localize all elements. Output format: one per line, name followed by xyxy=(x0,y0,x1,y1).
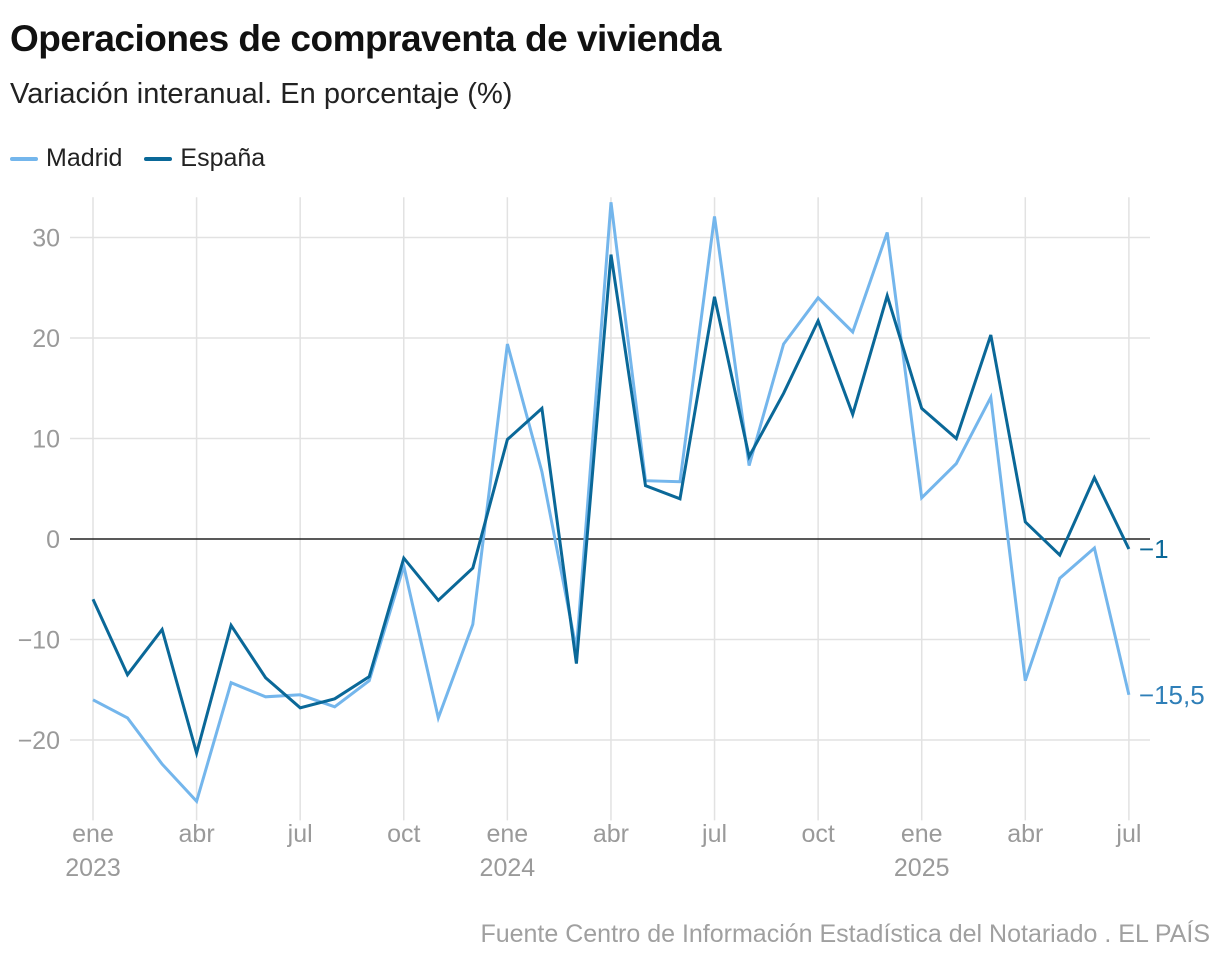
x-tick-label: abr xyxy=(1007,820,1043,848)
end-value-label: −1 xyxy=(1139,534,1169,564)
x-tick-label: oct xyxy=(387,820,420,848)
legend-item-espana: España xyxy=(144,144,265,173)
x-tick-label: oct xyxy=(801,820,834,848)
x-tick-year-label: 2025 xyxy=(894,854,950,882)
x-tick-label: ene xyxy=(72,820,114,848)
legend: Madrid España xyxy=(10,144,265,173)
y-tick-label: 0 xyxy=(46,526,60,554)
legend-label-madrid: Madrid xyxy=(46,144,123,172)
x-tick-label: ene xyxy=(487,820,529,848)
y-tick-label: 20 xyxy=(32,325,60,353)
y-tick-label: 30 xyxy=(32,225,60,253)
legend-label-espana: España xyxy=(180,144,266,172)
x-tick-label: abr xyxy=(179,820,215,848)
x-tick-year-label: 2023 xyxy=(65,854,121,882)
legend-item-madrid: Madrid xyxy=(10,144,122,173)
chart-subtitle: Variación interanual. En porcentaje (%) xyxy=(10,78,513,110)
y-tick-label: −10 xyxy=(18,627,60,655)
x-tick-label: jul xyxy=(1115,820,1141,848)
x-tick-label: jul xyxy=(701,820,727,848)
source-note: Fuente Centro de Información Estadística… xyxy=(480,920,1210,948)
x-tick-year-label: 2024 xyxy=(480,854,536,882)
x-tick-label: ene xyxy=(901,820,943,848)
x-tick-label: abr xyxy=(593,820,629,848)
y-tick-label: 10 xyxy=(32,426,60,454)
legend-swatch-madrid xyxy=(10,156,38,161)
legend-swatch-espana xyxy=(144,156,173,161)
chart-title: Operaciones de compraventa de vivienda xyxy=(10,18,722,59)
y-tick-label: −20 xyxy=(18,727,60,755)
end-value-label: −15,5 xyxy=(1139,680,1205,710)
x-tick-label: jul xyxy=(287,820,313,848)
